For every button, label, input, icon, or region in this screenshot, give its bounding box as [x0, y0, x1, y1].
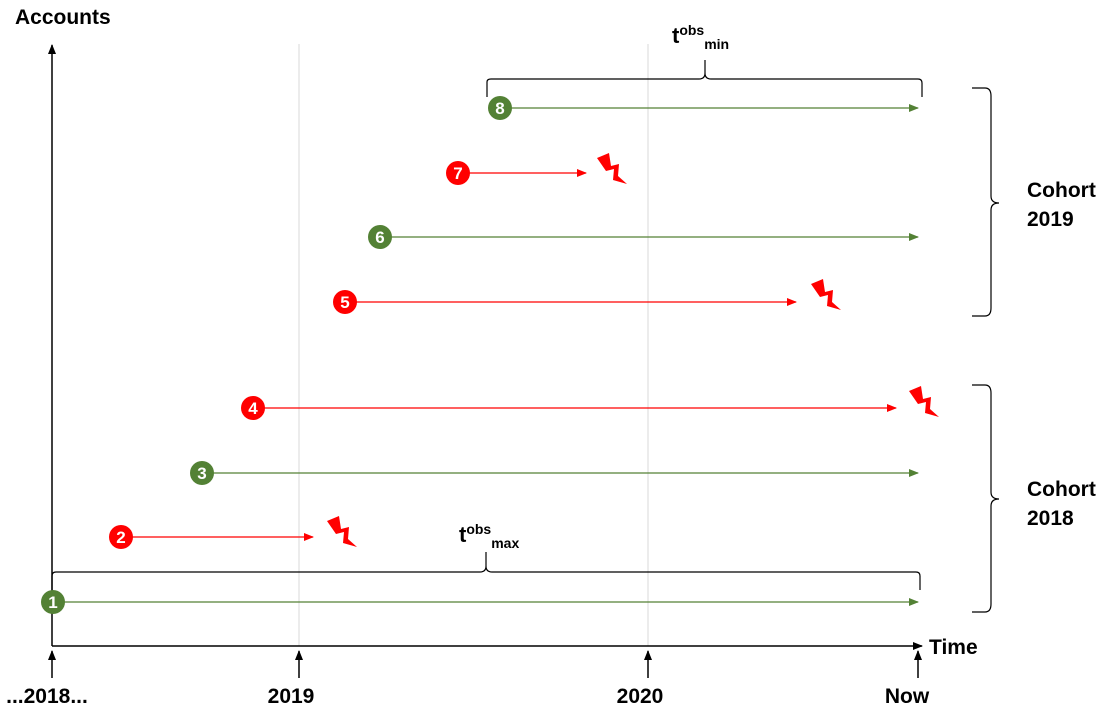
cohort-2019-label-line1: Cohort: [1027, 179, 1096, 202]
account-2: 2: [109, 516, 357, 549]
t-obs-max-base: t: [459, 522, 467, 547]
account-5-churn-lightning-icon: [811, 279, 841, 310]
tick-label-2020: 2020: [617, 685, 664, 708]
account-2-number: 2: [116, 528, 125, 547]
top-observation-bracket: [486, 60, 923, 97]
account-6-badge: [368, 225, 392, 249]
t-obs-max-sup: obs: [466, 521, 491, 537]
account-7-churn-lightning-icon: [597, 153, 627, 184]
cohort-2018-brace: [972, 384, 1000, 613]
t-obs-min-label: tobsmin: [672, 22, 729, 52]
account-5-badge: [333, 290, 357, 314]
account-1-badge: [41, 590, 65, 614]
account-8: 8: [488, 96, 919, 120]
account-5-number: 5: [340, 293, 349, 312]
account-4-number: 4: [248, 399, 258, 418]
t-obs-min-sup: obs: [679, 22, 704, 38]
y-axis-label: Accounts: [15, 6, 111, 29]
account-4-churn-lightning-icon: [909, 386, 939, 417]
cohort-2018-label-line1: Cohort: [1027, 478, 1096, 501]
account-1-number: 1: [48, 593, 57, 612]
t-obs-max-sub: max: [491, 535, 519, 551]
account-8-number: 8: [495, 99, 504, 118]
account-3: 3: [190, 461, 919, 485]
cohort-2019-label-line2: 2019: [1027, 208, 1074, 231]
cohort-2019-brace: [972, 87, 1000, 317]
account-3-badge: [190, 461, 214, 485]
account-4-badge: [241, 396, 265, 420]
account-3-number: 3: [197, 464, 206, 483]
account-2-badge: [109, 525, 133, 549]
account-7: 7: [446, 153, 627, 185]
account-7-number: 7: [453, 164, 462, 183]
account-8-badge: [488, 96, 512, 120]
x-axis-label: Time: [929, 636, 978, 659]
account-6-number: 6: [375, 228, 384, 247]
account-2-churn-lightning-icon: [327, 516, 357, 547]
tick-label-2019: 2019: [268, 685, 315, 708]
account-5: 5: [333, 279, 841, 314]
account-6: 6: [368, 225, 919, 249]
account-1: 1: [41, 590, 919, 614]
t-obs-max-label: tobsmax: [459, 521, 519, 551]
bottom-observation-bracket: [51, 552, 921, 590]
account-4: 4: [241, 386, 939, 420]
tick-label-now: Now: [885, 685, 930, 708]
t-obs-min-base: t: [672, 23, 680, 48]
cohort-2018-label-line2: 2018: [1027, 507, 1074, 530]
t-obs-min-sub: min: [704, 36, 729, 52]
account-7-badge: [446, 161, 470, 185]
tick-label-2018: ...2018...: [6, 685, 88, 708]
